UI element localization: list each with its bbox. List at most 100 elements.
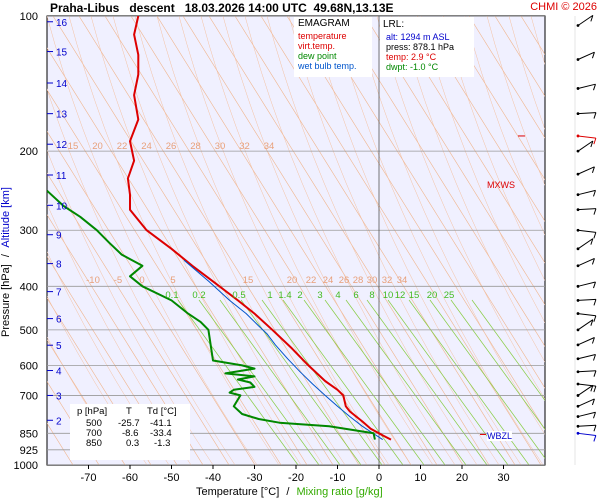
isotherm-label: 0: [139, 275, 144, 286]
temperature-tick-label: -30: [247, 472, 263, 484]
wind-barb-dot: [576, 415, 580, 418]
isotherm-line: [182, 16, 464, 465]
wbzl-label: WBZL: [487, 431, 513, 441]
wind-barb-dot: [576, 328, 580, 332]
pressure-tick-label: 1000: [14, 460, 38, 472]
isotherm-line: [494, 16, 545, 97]
mixing-ratio-line: [219, 299, 341, 465]
wind-barb-dot: [576, 404, 580, 408]
wind-barb-dot: [576, 228, 580, 232]
mixing-ratio-label: 20: [427, 290, 438, 301]
wind-barb-dot: [576, 87, 580, 90]
mixing-ratio-line: [198, 299, 320, 465]
altitude-tick-label: 5: [56, 341, 62, 352]
x-axis-label-mixing: Mixing ratio [g/kg]: [296, 486, 383, 498]
wind-barb-dot: [576, 299, 580, 302]
wind-barb-dot: [576, 370, 580, 374]
wind-barb: [577, 135, 596, 139]
mixing-ratio-label: 1: [267, 290, 272, 301]
pressure-tick-label: 300: [20, 225, 38, 237]
altitude-tick-label: 9: [56, 231, 62, 242]
x-axis-label: Temperature [°C] / Mixing ratio [g/kg]: [196, 486, 383, 498]
altitude-tick-label: 11: [56, 171, 67, 182]
temperature-tick-label: -20: [288, 472, 304, 484]
mixing-ratio-label: 2: [297, 290, 302, 301]
altitude-tick-label: 16: [56, 18, 68, 29]
wind-barb-flag: [591, 398, 595, 406]
isotherm-label: 15: [68, 141, 79, 152]
wind-barb-dot: [576, 284, 580, 288]
wind-barb: [577, 432, 596, 436]
isotherm-line: [78, 16, 360, 465]
isotherm-label: 20: [287, 275, 298, 286]
table-cell: -8.6: [122, 428, 139, 439]
wind-barb-flag: [590, 319, 594, 326]
wind-barb: [577, 83, 596, 89]
wind-barb-flag: [593, 385, 597, 393]
mixing-ratio-line: [366, 299, 488, 465]
pressure-tick-label: 925: [20, 445, 38, 457]
wind-barb-flag: [593, 315, 597, 322]
wind-barb-flag: [593, 299, 597, 306]
wind-barb: [577, 229, 596, 233]
dry-adiabat-line: [553, 16, 600, 465]
wind-barb-dot: [576, 193, 580, 197]
pressure-tick-label: 100: [20, 11, 38, 23]
wind-barb-flag: [590, 15, 594, 22]
wind-barb-flag: [591, 52, 595, 59]
dry-adiabat-line: [244, 16, 456, 465]
mixing-ratio-line: [471, 299, 545, 401]
temperature-tick-label: -40: [205, 472, 221, 484]
dry-adiabat-line: [354, 16, 545, 435]
wind-barb-flag: [593, 370, 597, 377]
isotherm-label: 24: [141, 141, 152, 152]
isotherm-label: 30: [367, 275, 378, 286]
temperature-tick-label: 20: [456, 472, 468, 484]
dry-adiabat-line: [68, 16, 280, 465]
dry-adiabat-line: [398, 16, 545, 363]
table-row: 500 -25.7 -41.1: [70, 418, 190, 429]
wind-barb: [577, 354, 596, 360]
dry-adiabat-line: [47, 149, 214, 465]
lrl-title: LRL:: [383, 19, 405, 30]
isotherm-line: [234, 16, 516, 465]
wind-barb: [577, 319, 594, 331]
lrl-dwpt: dwpt: -1.0 °C: [386, 62, 439, 72]
wind-barb: [577, 14, 594, 26]
table-header-td: Td [°C]: [147, 406, 177, 417]
dry-adiabat-line: [575, 16, 600, 465]
wind-barb-dot: [576, 208, 580, 212]
pressure-tick-label: 200: [20, 146, 38, 158]
altitude-tick-label: 8: [56, 260, 62, 271]
wind-barb: [577, 398, 595, 407]
table-header-t: T: [126, 406, 132, 417]
altitude-tick-label: 15: [56, 48, 68, 59]
isotherm-line: [312, 16, 545, 389]
wind-barb-flag: [593, 435, 597, 442]
dry-adiabat-line: [47, 251, 170, 465]
legend-item-wet-bulb: wet bulb temp.: [298, 61, 357, 71]
copyright: CHMI © 2026: [530, 1, 597, 13]
isotherm-line: [47, 255, 178, 465]
wind-barb: [577, 112, 596, 115]
y-axis-label: Pressure [hPa] / Altitude [km]: [0, 172, 12, 352]
mixing-ratio-line: [450, 299, 545, 430]
isotherm-line: [47, 214, 204, 465]
temperature-tick-label: 0: [376, 472, 382, 484]
wind-barb-flag: [591, 337, 595, 344]
isotherm-label: 20: [92, 141, 103, 152]
isotherm-line: [468, 16, 545, 139]
isotherm-line: [47, 130, 256, 465]
isotherm-line: [390, 16, 545, 264]
dry-adiabat-line: [156, 16, 368, 465]
dry-adiabat-line: [200, 16, 412, 465]
table-cell: 500: [86, 418, 102, 429]
isotherm-label: 34: [397, 275, 408, 286]
temperature-tick-label: 10: [414, 472, 426, 484]
wind-barb: [577, 166, 595, 175]
isotherm-label: 28: [353, 275, 364, 286]
isotherm-line: [52, 16, 334, 465]
isotherm-label: 24: [323, 275, 334, 286]
dry-adiabat-line: [486, 16, 545, 186]
